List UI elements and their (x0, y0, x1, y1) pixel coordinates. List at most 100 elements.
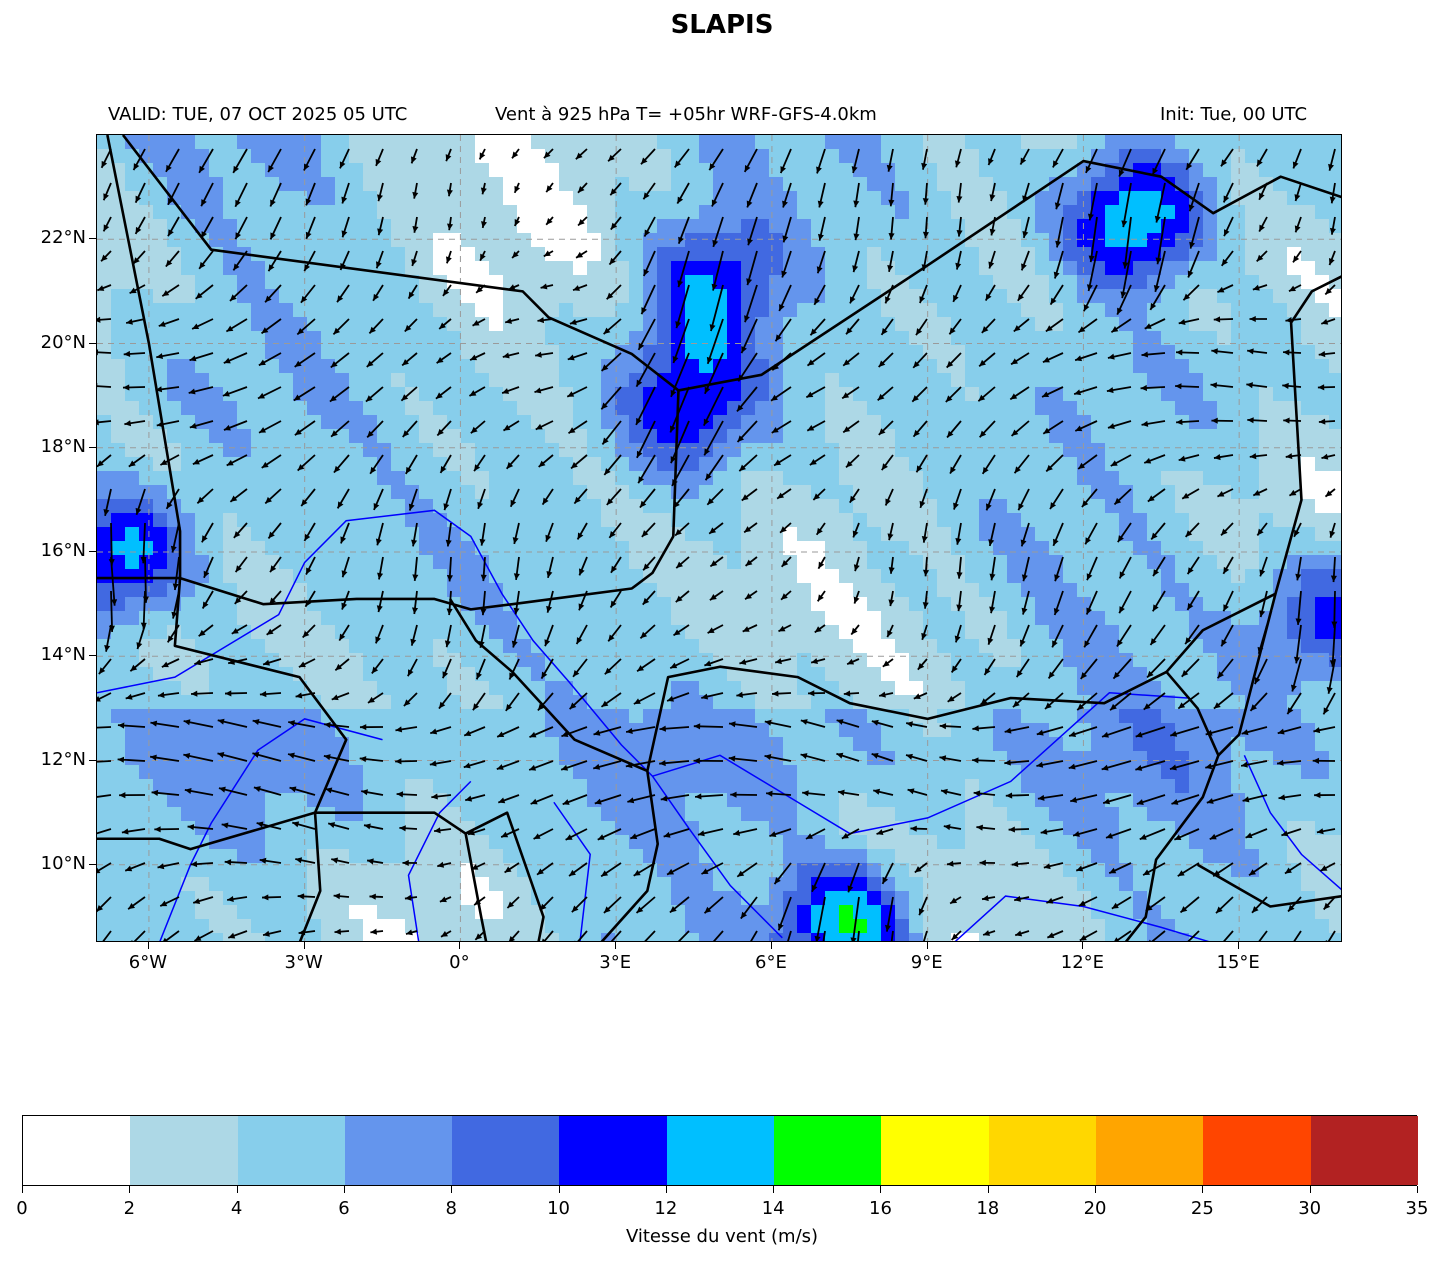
speed-cell (139, 667, 154, 682)
speed-cell (839, 289, 854, 304)
speed-cell (181, 919, 196, 934)
speed-cell (699, 849, 714, 864)
speed-cell (825, 401, 840, 416)
speed-cell (223, 681, 238, 696)
speed-cell (279, 471, 294, 486)
speed-cell (139, 135, 154, 150)
speed-cell (937, 667, 952, 682)
speed-cell (1007, 345, 1022, 360)
speed-cell (1315, 569, 1330, 584)
speed-cell (629, 275, 644, 290)
speed-cell (1091, 877, 1106, 892)
speed-cell (629, 569, 644, 584)
speed-cell (1217, 891, 1232, 906)
speed-cell (293, 863, 308, 878)
speed-cell (111, 527, 126, 542)
speed-cell (307, 639, 322, 654)
speed-cell (503, 373, 518, 388)
speed-cell (363, 401, 378, 416)
speed-cell (419, 471, 434, 486)
speed-cell (1175, 135, 1190, 150)
speed-cell (1259, 205, 1274, 220)
speed-cell (391, 681, 406, 696)
speed-cell (195, 513, 210, 528)
speed-cell (1105, 737, 1120, 752)
speed-cell (727, 429, 742, 444)
speed-cell (167, 695, 182, 710)
speed-cell (713, 849, 728, 864)
speed-cell (1175, 821, 1190, 836)
speed-cell (251, 569, 266, 584)
speed-cell (951, 373, 966, 388)
speed-cell (139, 793, 154, 808)
speed-cell (769, 317, 784, 332)
speed-cell (811, 751, 826, 766)
speed-cell (349, 331, 364, 346)
speed-cell (741, 541, 756, 556)
speed-cell (1231, 471, 1246, 486)
speed-cell (195, 555, 210, 570)
speed-cell (503, 401, 518, 416)
speed-cell (1007, 373, 1022, 388)
speed-cell (433, 233, 448, 248)
speed-cell (1203, 849, 1218, 864)
speed-cell (167, 709, 182, 724)
speed-cell (447, 779, 462, 794)
speed-cell (125, 919, 140, 934)
speed-cell (797, 387, 812, 402)
speed-cell (923, 751, 938, 766)
speed-cell (1035, 373, 1050, 388)
speed-cell (419, 569, 434, 584)
speed-cell (685, 891, 700, 906)
speed-cell (671, 219, 686, 234)
speed-cell (139, 681, 154, 696)
speed-cell (1189, 373, 1204, 388)
speed-cell (1175, 429, 1190, 444)
speed-cell (335, 149, 350, 164)
speed-cell (979, 779, 994, 794)
speed-cell (1035, 611, 1050, 626)
speed-cell (1301, 527, 1316, 542)
speed-cell (979, 233, 994, 248)
speed-cell (937, 303, 952, 318)
speed-cell (349, 499, 364, 514)
speed-cell (881, 247, 896, 262)
speed-cell (97, 779, 112, 794)
speed-cell (111, 849, 126, 864)
speed-cell (461, 471, 476, 486)
speed-cell (1119, 765, 1134, 780)
speed-cell (825, 429, 840, 444)
speed-cell (965, 709, 980, 724)
speed-cell (475, 373, 490, 388)
speed-cell (321, 485, 336, 500)
speed-cell (1315, 163, 1330, 178)
speed-cell (139, 485, 154, 500)
speed-cell (139, 527, 154, 542)
speed-cell (293, 177, 308, 192)
speed-cell (839, 611, 854, 626)
speed-cell (223, 275, 238, 290)
speed-cell (391, 135, 406, 150)
speed-cell (769, 261, 784, 276)
speed-cell (979, 401, 994, 416)
speed-cell (1049, 387, 1064, 402)
speed-cell (1161, 807, 1176, 822)
speed-cell (1273, 373, 1288, 388)
speed-cell (335, 331, 350, 346)
speed-cell (349, 233, 364, 248)
field-description-label: Vent à 925 hPa T= +05hr WRF-GFS-4.0km (495, 104, 877, 125)
speed-cell (1301, 163, 1316, 178)
speed-cell (125, 891, 140, 906)
speed-cell (195, 289, 210, 304)
speed-cell (825, 751, 840, 766)
speed-cell (1063, 345, 1078, 360)
speed-cell (979, 527, 994, 542)
speed-cell (965, 513, 980, 528)
speed-cell (853, 639, 868, 654)
speed-cell (1217, 653, 1232, 668)
speed-cell (657, 471, 672, 486)
speed-cell (307, 695, 322, 710)
speed-cell (517, 387, 532, 402)
speed-cell (433, 163, 448, 178)
speed-cell (531, 821, 546, 836)
